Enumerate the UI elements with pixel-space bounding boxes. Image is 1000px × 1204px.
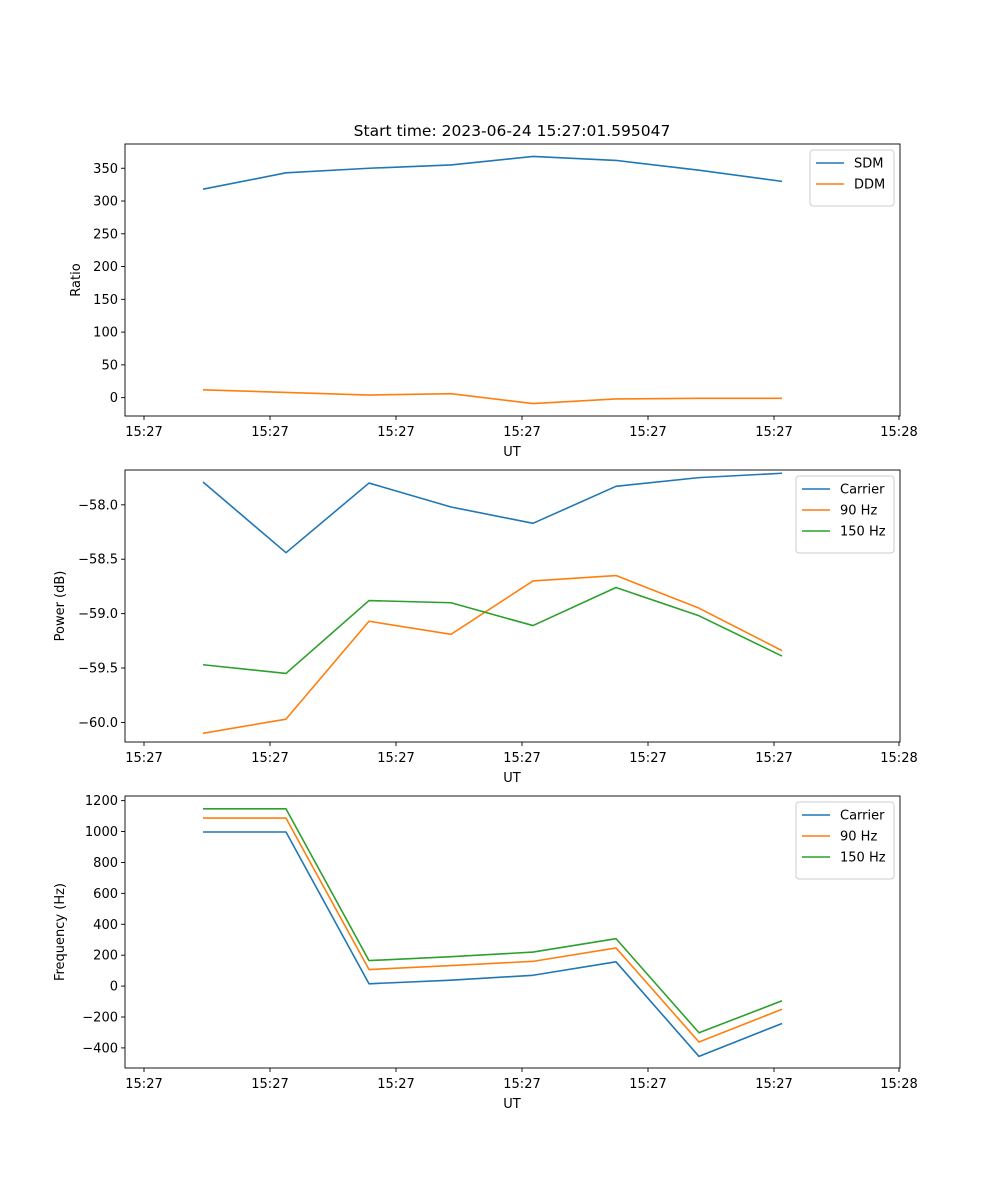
y-tick-label: 350 <box>93 162 118 177</box>
legend-entry: 90 Hz <box>840 504 877 519</box>
x-tick-label: 15:27 <box>629 1077 666 1092</box>
series-line-150-hz <box>203 808 783 1034</box>
series-line-carrier <box>202 472 783 554</box>
chart-panel-3: 15:27 15:27 15:27 15:27 15:27 15:27 15:28 −400 −… <box>53 794 918 1112</box>
y-tick-label: −59.5 <box>78 662 118 677</box>
x-tick-label: 15:27 <box>503 425 540 440</box>
y-tick-label: 100 <box>93 326 118 341</box>
x-tick-label: 15:27 <box>503 1077 540 1092</box>
x-tick-label: 15:27 <box>125 751 162 766</box>
y-tick-label: 250 <box>93 227 118 242</box>
y-tick-label: 1200 <box>85 794 118 809</box>
chart-panel-2: 15:27 15:27 15:27 15:27 15:27 15:27 15:28 −60.0… <box>53 469 918 786</box>
y-tick-label: −58.5 <box>78 553 118 568</box>
y-tick-label: −60.0 <box>78 716 118 731</box>
y-tick-label: 50 <box>101 358 118 373</box>
series-line-sdm <box>202 155 783 191</box>
x-tick-label: 15:27 <box>629 751 666 766</box>
series-line-150-hz <box>202 586 783 675</box>
legend-entry: 150 Hz <box>840 525 886 540</box>
x-tick-label: 15:27 <box>755 751 792 766</box>
y-tick-label: 600 <box>93 887 118 902</box>
x-tick-label: 15:27 <box>755 1077 792 1092</box>
chart-panel-1: 15:27 15:27 15:27 15:27 15:27 15:27 15:28 0 50 10… <box>69 143 918 460</box>
y-tick-label: 400 <box>93 918 118 933</box>
y-tick-label: −200 <box>82 1011 118 1026</box>
x-tick-label: 15:27 <box>377 1077 414 1092</box>
x-tick-label: 15:28 <box>880 425 917 440</box>
legend-entry: SDM <box>854 157 883 172</box>
y-axis-label: Ratio <box>69 263 84 296</box>
x-tick-label: 15:27 <box>125 425 162 440</box>
legend-box <box>795 801 895 880</box>
legend: SDM DDM <box>809 149 895 207</box>
x-tick-label: 15:27 <box>251 751 288 766</box>
series-line-ddm <box>202 388 782 405</box>
plot-frame <box>124 469 901 743</box>
x-tick-label: 15:27 <box>755 425 792 440</box>
y-tick-label: 150 <box>93 293 118 308</box>
x-tick-label: 15:27 <box>251 425 288 440</box>
y-axis-label: Frequency (Hz) <box>53 883 68 981</box>
legend-entry: DDM <box>854 178 885 193</box>
x-tick-label: 15:27 <box>125 1077 162 1092</box>
legend-entry: Carrier <box>840 809 885 824</box>
y-tick-label: 0 <box>110 980 118 995</box>
legend-box <box>809 149 895 207</box>
figure-title: Start time: 2023-06-24 15:27:01.595047 <box>354 122 671 140</box>
y-tick-label: 200 <box>93 949 118 964</box>
x-tick-label: 15:28 <box>880 751 917 766</box>
x-axis-label: UT <box>503 771 521 786</box>
x-axis-label: UT <box>503 1097 521 1112</box>
x-tick-label: 15:28 <box>880 1077 917 1092</box>
legend-entry: 90 Hz <box>840 830 877 845</box>
x-tick-label: 15:27 <box>377 425 414 440</box>
y-tick-label: −400 <box>82 1041 118 1056</box>
y-tick-label: −59.0 <box>78 607 118 622</box>
x-tick-label: 15:27 <box>377 751 414 766</box>
legend-box <box>795 475 895 554</box>
series-line-90-hz <box>203 817 783 1043</box>
y-tick-label: −58.0 <box>78 498 118 513</box>
x-tick-label: 15:27 <box>629 425 666 440</box>
legend-entry: 150 Hz <box>840 851 886 866</box>
y-axis-label: Power (dB) <box>53 571 68 642</box>
plot-frame <box>124 143 901 417</box>
series-line-90-hz <box>202 574 783 735</box>
y-tick-label: 800 <box>93 856 118 871</box>
y-tick-label: 200 <box>93 260 118 275</box>
y-tick-label: 0 <box>110 391 118 406</box>
x-axis-label: UT <box>503 445 521 460</box>
x-tick-label: 15:27 <box>251 1077 288 1092</box>
x-tick-label: 15:27 <box>503 751 540 766</box>
plot-frame <box>124 795 901 1069</box>
legend: Carrier 90 Hz 150 Hz <box>795 801 895 880</box>
legend-entry: Carrier <box>840 483 885 498</box>
legend: Carrier 90 Hz 150 Hz <box>795 475 895 554</box>
series-line-carrier <box>203 831 783 1058</box>
y-tick-label: 1000 <box>85 825 118 840</box>
y-tick-label: 300 <box>93 195 118 210</box>
